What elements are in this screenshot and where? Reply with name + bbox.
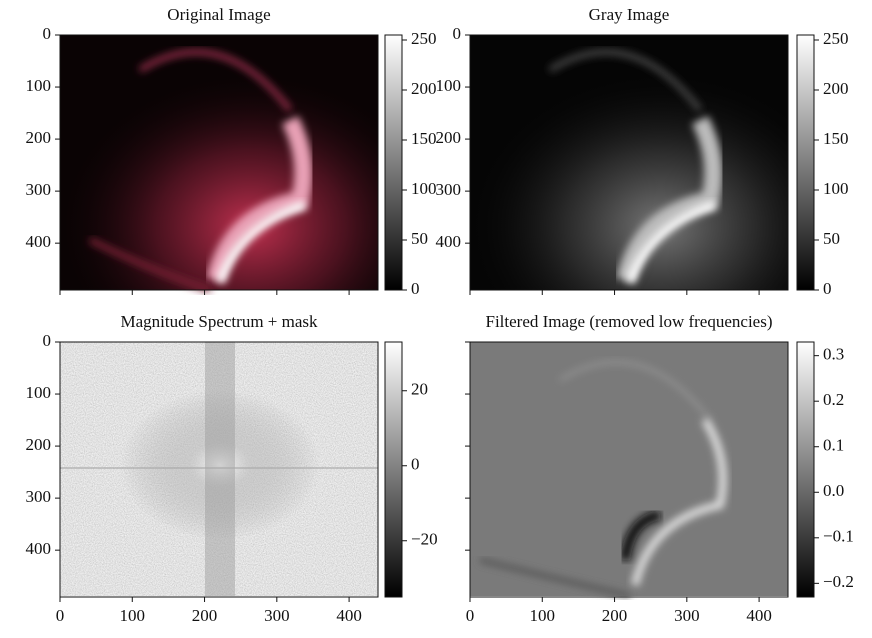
- colorbar-tick-label: −20: [411, 530, 438, 549]
- colorbar: [797, 35, 814, 290]
- x-tick-label: 100: [120, 606, 146, 625]
- colorbar-tick-label: 0: [411, 455, 420, 474]
- x-tick-label: 0: [56, 606, 65, 625]
- image-filtered: [470, 342, 788, 596]
- x-tick-label: 400: [746, 606, 772, 625]
- colorbar-tick-label: 50: [411, 229, 428, 248]
- colorbar-tick-label: 200: [823, 79, 849, 98]
- y-tick-label: 0: [43, 331, 52, 350]
- y-tick-label: 100: [436, 76, 462, 95]
- colorbar-tick-label: 100: [411, 179, 437, 198]
- colorbar: [385, 35, 402, 290]
- y-tick-label: 0: [43, 24, 52, 43]
- colorbar-tick-label: 50: [823, 229, 840, 248]
- colorbar-tick-label: 150: [823, 129, 849, 148]
- x-tick-label: 200: [192, 606, 218, 625]
- colorbar-tick-label: 250: [411, 29, 437, 48]
- x-tick-label: 200: [602, 606, 628, 625]
- colorbar-tick-label: −0.1: [823, 527, 854, 546]
- y-tick-label: 300: [436, 180, 462, 199]
- panel-title: Filtered Image (removed low frequencies): [486, 312, 773, 331]
- image-spectrum: [60, 342, 378, 596]
- image-original: [60, 35, 378, 290]
- colorbar-tick-label: 250: [823, 29, 849, 48]
- y-tick-label: 200: [26, 128, 52, 147]
- x-tick-label: 0: [466, 606, 475, 625]
- y-tick-label: 100: [26, 383, 52, 402]
- y-tick-label: 300: [26, 180, 52, 199]
- y-tick-label: 400: [26, 232, 52, 251]
- colorbar-tick-label: 0.1: [823, 436, 844, 455]
- colorbar-tick-label: 100: [823, 179, 849, 198]
- y-tick-label: 400: [26, 539, 52, 558]
- colorbar-tick-label: 0: [411, 279, 420, 298]
- y-tick-label: 300: [26, 487, 52, 506]
- image-gray: [470, 35, 788, 290]
- y-tick-label: 200: [26, 435, 52, 454]
- panel-title: Original Image: [167, 5, 270, 24]
- colorbar-tick-label: 200: [411, 79, 437, 98]
- y-tick-label: 0: [453, 24, 462, 43]
- x-tick-label: 100: [530, 606, 556, 625]
- colorbar-tick-label: 0: [823, 279, 832, 298]
- y-tick-label: 100: [26, 76, 52, 95]
- figure: Original Image01002003004000501001502002…: [0, 0, 872, 633]
- panel-title: Magnitude Spectrum + mask: [120, 312, 318, 331]
- colorbar-tick-label: 0.0: [823, 481, 844, 500]
- x-tick-label: 400: [336, 606, 362, 625]
- y-tick-label: 200: [436, 128, 462, 147]
- x-tick-label: 300: [674, 606, 700, 625]
- x-tick-label: 300: [264, 606, 290, 625]
- colorbar-tick-label: 20: [411, 380, 428, 399]
- colorbar-tick-label: 150: [411, 129, 437, 148]
- colorbar-tick-label: 0.2: [823, 390, 844, 409]
- colorbar-tick-label: 0.3: [823, 345, 844, 364]
- colorbar: [385, 342, 402, 597]
- colorbar: [797, 342, 814, 597]
- y-tick-label: 400: [436, 232, 462, 251]
- colorbar-tick-label: −0.2: [823, 572, 854, 591]
- panel-title: Gray Image: [589, 5, 670, 24]
